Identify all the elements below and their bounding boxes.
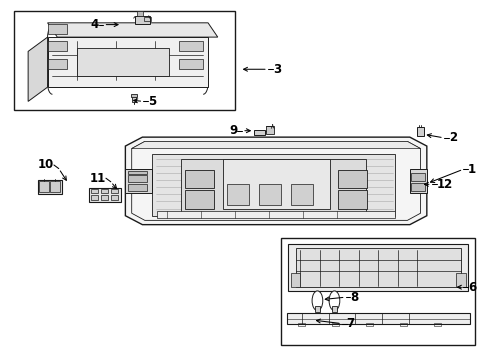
- Bar: [399, 323, 407, 327]
- Text: 12: 12: [436, 178, 452, 191]
- Polygon shape: [125, 169, 152, 193]
- Bar: [127, 171, 147, 174]
- Bar: [131, 96, 135, 102]
- Bar: [14, 11, 234, 111]
- Bar: [152, 154, 394, 216]
- Bar: [39, 181, 49, 192]
- Bar: [91, 189, 98, 193]
- Bar: [157, 211, 394, 218]
- Bar: [185, 190, 214, 209]
- Bar: [337, 190, 366, 209]
- Bar: [410, 173, 424, 181]
- Bar: [287, 313, 468, 324]
- Bar: [281, 238, 474, 345]
- Polygon shape: [287, 244, 467, 291]
- Bar: [89, 188, 120, 202]
- Text: 10: 10: [38, 158, 54, 171]
- Polygon shape: [47, 23, 217, 37]
- Text: 11: 11: [89, 172, 106, 185]
- Ellipse shape: [328, 291, 339, 311]
- Bar: [290, 184, 312, 205]
- Text: 5: 5: [148, 95, 156, 108]
- Bar: [416, 127, 424, 136]
- Text: 7: 7: [346, 317, 354, 330]
- Bar: [366, 323, 372, 327]
- Text: 1: 1: [467, 163, 475, 176]
- Bar: [254, 130, 264, 135]
- Text: 4: 4: [90, 18, 99, 31]
- Bar: [137, 12, 142, 17]
- Bar: [181, 159, 366, 213]
- Bar: [38, 180, 62, 194]
- Bar: [47, 23, 67, 33]
- Bar: [101, 189, 108, 193]
- Bar: [127, 175, 147, 182]
- Bar: [331, 323, 339, 327]
- Text: 9: 9: [228, 124, 237, 137]
- Bar: [47, 59, 67, 69]
- Text: 3: 3: [272, 63, 280, 76]
- Polygon shape: [125, 137, 426, 225]
- Text: 2: 2: [448, 131, 456, 144]
- Bar: [290, 273, 300, 287]
- Bar: [185, 170, 214, 188]
- Text: 6: 6: [467, 281, 475, 294]
- Bar: [297, 323, 305, 327]
- Bar: [259, 184, 281, 205]
- Bar: [130, 94, 136, 97]
- Bar: [111, 189, 117, 193]
- Bar: [135, 17, 149, 23]
- Polygon shape: [409, 169, 427, 193]
- Bar: [127, 184, 147, 191]
- Ellipse shape: [311, 291, 322, 311]
- Bar: [331, 306, 337, 312]
- Bar: [295, 248, 460, 287]
- Bar: [455, 273, 465, 287]
- Bar: [77, 48, 169, 76]
- Bar: [101, 195, 108, 201]
- Bar: [266, 126, 274, 134]
- Polygon shape: [131, 141, 420, 149]
- Bar: [337, 170, 366, 188]
- Polygon shape: [28, 37, 47, 102]
- Bar: [314, 306, 320, 312]
- Bar: [410, 183, 424, 191]
- Polygon shape: [47, 37, 207, 87]
- Bar: [91, 195, 98, 201]
- Bar: [111, 195, 117, 201]
- Bar: [143, 17, 150, 21]
- Bar: [179, 59, 203, 69]
- Text: 8: 8: [350, 291, 358, 304]
- Bar: [179, 41, 203, 51]
- Bar: [50, 181, 60, 192]
- Bar: [433, 323, 441, 327]
- Bar: [222, 159, 329, 209]
- Bar: [227, 184, 249, 205]
- Bar: [47, 41, 67, 51]
